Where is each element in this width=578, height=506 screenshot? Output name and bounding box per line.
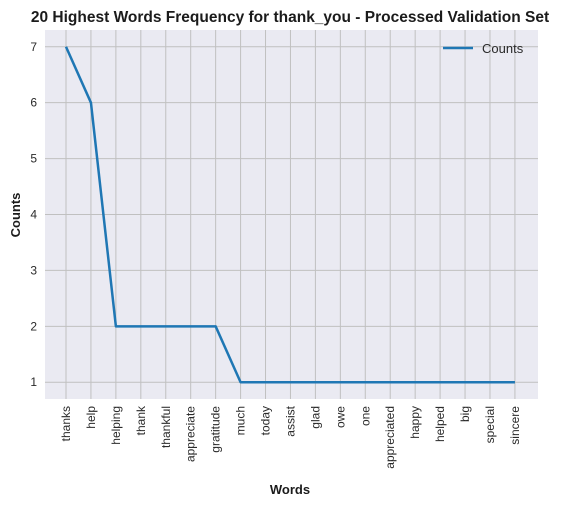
series-line-counts — [64, 46, 515, 384]
x-tick-label-thank: thank — [134, 405, 148, 435]
x-tick-label-assist: assist — [283, 405, 297, 436]
legend: Counts — [443, 41, 524, 56]
y-tick-label: 6 — [30, 96, 37, 110]
x-tick-label-appreciate: appreciate — [184, 406, 198, 462]
x-tick-label-much: much — [234, 406, 248, 435]
x-tick-label-thanks: thanks — [59, 406, 73, 441]
x-tick-label-sincere: sincere — [508, 406, 522, 445]
series-lines — [64, 46, 515, 384]
y-tick-label: 1 — [30, 375, 37, 389]
x-tick-label-helping: helping — [109, 406, 123, 445]
y-tick-label: 3 — [30, 263, 37, 277]
x-tick-label-one: one — [358, 406, 372, 426]
chart-title: 20 Highest Words Frequency for thank_you… — [31, 9, 549, 26]
y-tick-label: 5 — [30, 152, 37, 166]
y-axis-label: Counts — [8, 193, 23, 238]
x-axis-label: Words — [270, 482, 310, 497]
x-tick-label-big: big — [458, 406, 472, 422]
y-tick-label: 7 — [30, 40, 37, 54]
x-tick-label-thankful: thankful — [159, 406, 173, 448]
x-tick-label-today: today — [259, 406, 273, 435]
x-tick-label-helped: helped — [433, 406, 447, 442]
x-tick-label-happy: happy — [408, 406, 422, 439]
x-tick-label-help: help — [84, 406, 98, 429]
grid-lines — [45, 30, 538, 399]
x-tick-label-gratitude: gratitude — [209, 406, 223, 453]
x-tick-labels: thanks help helping thank thankful appreciate… — [59, 405, 522, 469]
legend-label: Counts — [482, 41, 524, 56]
y-tick-label: 2 — [30, 319, 37, 333]
x-tick-label-owe: owe — [333, 406, 347, 428]
x-tick-label-glad: glad — [308, 406, 322, 429]
y-tick-labels: 1 2 3 4 5 6 7 — [30, 40, 37, 389]
x-tick-label-special: special — [483, 406, 497, 443]
y-tick-label: 4 — [30, 208, 37, 222]
x-tick-label-appreciated: appreciated — [383, 406, 397, 469]
